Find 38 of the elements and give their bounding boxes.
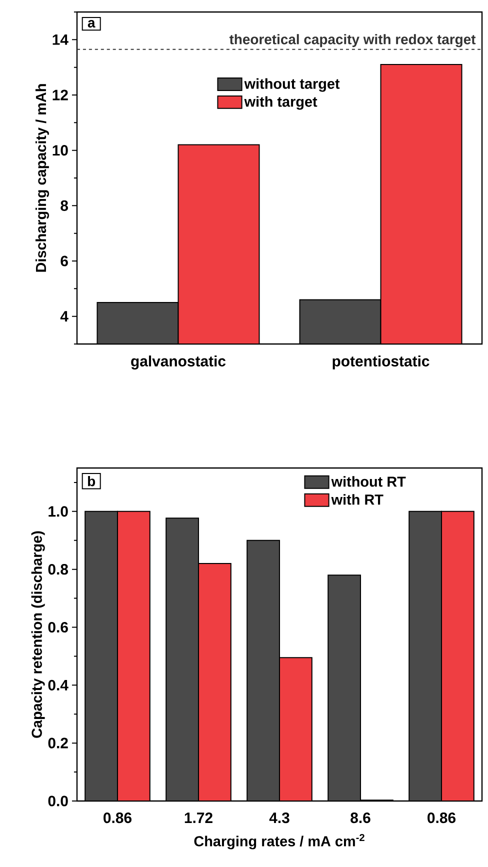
legend-label: with RT — [331, 494, 384, 505]
x-tick-label: potentiostatic — [332, 356, 430, 370]
bar — [328, 575, 361, 801]
bar — [408, 510, 442, 801]
x-tick-label: 0.86 — [428, 812, 456, 824]
y-tick-label: 0.0 — [48, 796, 68, 806]
legend-label: without target — [244, 78, 340, 92]
legend-label: with target — [244, 96, 318, 110]
y-tick-label: 0.8 — [48, 564, 68, 575]
y-axis-title: Discharging capacity / mAh — [35, 84, 50, 272]
y-tick-label: 14 — [52, 34, 68, 45]
bar — [441, 510, 474, 801]
y-tick-label: 6 — [60, 256, 68, 266]
y-tick-label: 0.2 — [48, 738, 68, 748]
x-tick-label: galvanostatic — [131, 356, 226, 370]
bar — [280, 658, 312, 801]
x-tick-label: 4.3 — [269, 812, 290, 824]
legend-label: without RT — [331, 476, 406, 487]
y-tick-label: 4 — [60, 311, 68, 322]
y-tick-label: 12 — [52, 90, 68, 100]
y-tick-label: 8 — [60, 200, 68, 211]
bar — [118, 511, 150, 801]
y-tick-label: 1.0 — [48, 506, 68, 517]
bar — [198, 564, 231, 801]
x-tick-label: 0.86 — [104, 812, 132, 824]
y-tick-label: 0.4 — [48, 680, 68, 690]
ref-line-label: theoretical capacity with redox target — [229, 34, 476, 48]
chart-title: a — [88, 20, 96, 28]
y-tick-label: 0.6 — [48, 622, 68, 633]
bar — [247, 540, 280, 801]
x-axis-title: Charging rates / mA cm$^{-2}$ — [194, 834, 364, 850]
bar — [166, 518, 199, 801]
y-tick-label: 10 — [52, 145, 68, 156]
y-axis-title: Capacity retention (discharge) — [31, 531, 45, 738]
x-tick-label: 8.6 — [350, 812, 370, 824]
x-tick-label: 1.72 — [184, 812, 212, 823]
bar — [85, 511, 118, 801]
chart-title: b — [88, 476, 96, 486]
